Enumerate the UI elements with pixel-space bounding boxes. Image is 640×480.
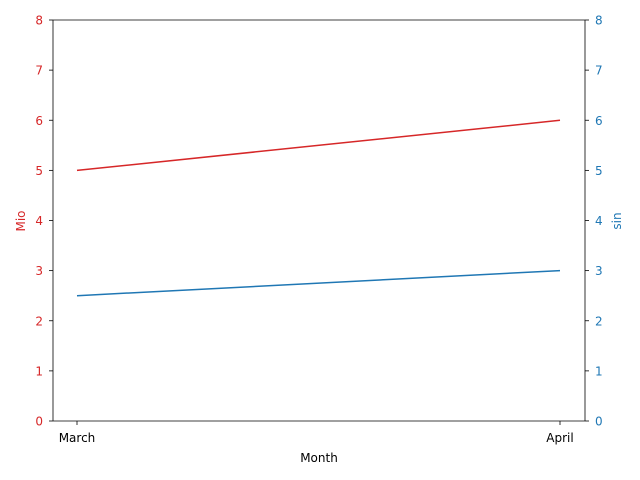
left-y-tick-label: 4 [35,214,43,228]
left-y-tick-label: 8 [35,14,43,28]
right-y-axis-label: sin [610,212,624,229]
left-y-tick-label: 6 [35,114,43,128]
series-line-sin [76,269,561,297]
plot-area: 0 1 2 3 4 5 6 7 8 0 1 2 3 4 5 6 7 8 March April [35,14,602,446]
right-y-tick-label: 6 [595,114,603,128]
right-y-tick-label: 4 [595,214,603,228]
series-line-mio [76,119,561,172]
left-y-tick-label: 0 [35,415,43,429]
right-y-tick-label: 1 [595,364,603,378]
right-y-tick-label: 7 [595,64,603,78]
left-y-tick-label: 2 [35,314,43,328]
x-axis-label: Month [300,451,338,465]
right-y-tick-label: 8 [595,14,603,28]
x-tick-label: April [546,431,573,445]
left-y-tick-label: 1 [35,364,43,378]
left-y-tick-label: 7 [35,64,43,78]
right-y-tick-label: 2 [595,314,603,328]
right-y-tick-label: 0 [595,415,603,429]
left-y-tick-label: 3 [35,264,43,278]
left-y-axis-label: Mio [14,210,28,231]
left-y-tick-label: 5 [35,164,43,178]
x-tick-label: March [59,431,96,445]
right-y-tick-label: 5 [595,164,603,178]
right-y-tick-label: 3 [595,264,603,278]
